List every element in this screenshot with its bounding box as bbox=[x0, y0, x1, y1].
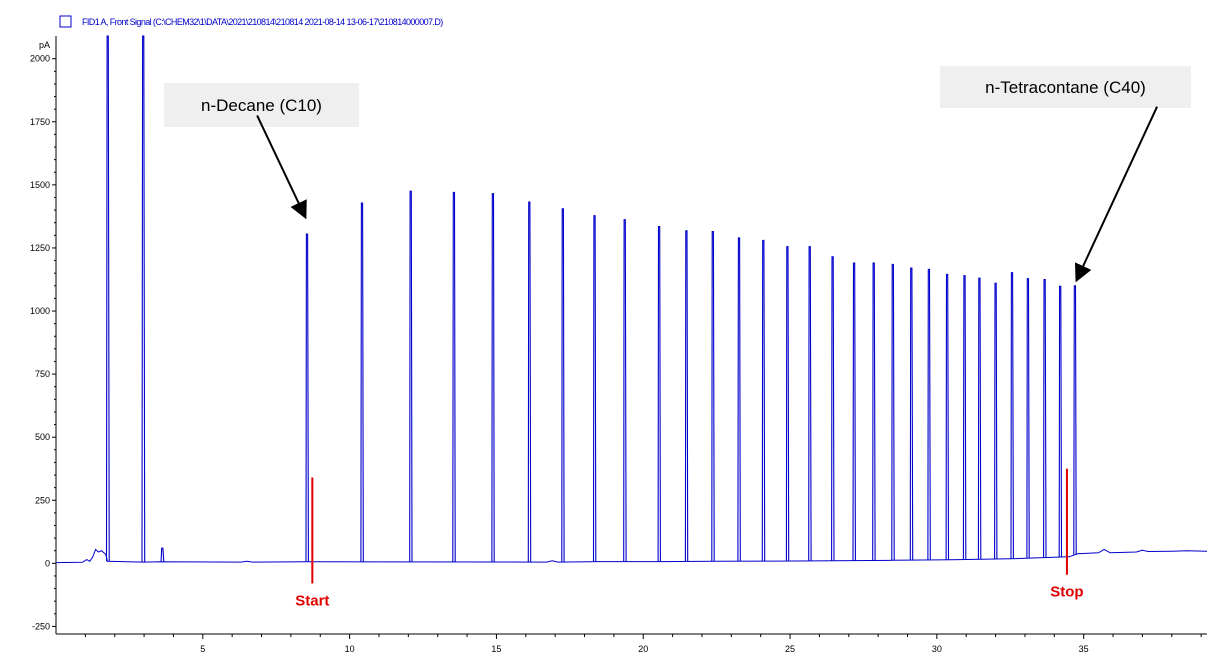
y-tick-label: 1750 bbox=[30, 117, 50, 127]
x-tick-label: 35 bbox=[1079, 644, 1089, 653]
alkane-peak-c22 bbox=[737, 237, 741, 562]
x-tick-label: 10 bbox=[345, 644, 355, 653]
decane-callout-box bbox=[164, 83, 359, 127]
y-tick-label: 1500 bbox=[30, 180, 50, 190]
y-tick-label: 0 bbox=[45, 558, 50, 568]
alkane-peak-c40 bbox=[1073, 285, 1077, 555]
x-tick-label: 15 bbox=[491, 644, 501, 653]
alkane-peak-c21 bbox=[711, 230, 715, 562]
alkane-peak-c33 bbox=[962, 275, 967, 560]
alkane-peak-c26 bbox=[831, 256, 835, 561]
alkane-peak-c17 bbox=[592, 215, 597, 562]
alkane-peak-c36 bbox=[1010, 272, 1014, 559]
alkane-peak-c18 bbox=[623, 219, 627, 562]
y-tick-label: 1000 bbox=[30, 306, 50, 316]
alkane-peak-c24 bbox=[785, 246, 790, 562]
y-tick-label: 500 bbox=[35, 432, 50, 442]
alkane-peak-c12 bbox=[409, 190, 413, 562]
tetracontane-callout-box bbox=[940, 66, 1191, 108]
axes: -250 0 250 500 750 1000 1250 1500 1750 2000 5 10 15 2… bbox=[30, 36, 1207, 653]
alkane-peak-c11 bbox=[360, 202, 364, 562]
y-tick-label: 2000 bbox=[30, 54, 50, 64]
y-tick-label: 750 bbox=[35, 369, 50, 379]
alkane-peak-c13 bbox=[452, 191, 456, 563]
legend: FID1 A, Front Signal (C:\CHEM32\1\DATA\2… bbox=[59, 15, 444, 28]
alkane-peak-c31 bbox=[927, 268, 931, 561]
tetracontane-callout-label: n-Tetracontane (C40) bbox=[985, 78, 1146, 97]
alkane-peak-c15 bbox=[527, 201, 532, 563]
alkane-peak-c16 bbox=[561, 208, 565, 563]
x-tick-label: 25 bbox=[785, 644, 795, 653]
solvent-peak bbox=[105, 35, 110, 562]
alkane-peak-c14 bbox=[491, 193, 495, 563]
tetracontane-callout-arrow bbox=[1074, 106, 1158, 283]
legend-swatch bbox=[59, 15, 72, 28]
signal-trace bbox=[56, 35, 1207, 564]
solvent-peak bbox=[141, 35, 146, 563]
alkane-peak-c35 bbox=[994, 282, 998, 560]
alkane-peak-c19 bbox=[657, 225, 661, 562]
y-tick-label: -250 bbox=[32, 621, 50, 631]
alkane-peak-c28 bbox=[872, 262, 876, 561]
start-stop-markers: Start Stop bbox=[295, 468, 1084, 610]
alkane-peak-c10 bbox=[305, 233, 309, 562]
alkane-peak-c39 bbox=[1058, 285, 1063, 558]
alkane-peak-c25 bbox=[808, 246, 812, 561]
x-tick-label: 30 bbox=[932, 644, 942, 653]
alkane-peak-c38 bbox=[1043, 278, 1047, 558]
baseline-trace bbox=[56, 548, 1207, 564]
alkane-peak-c23 bbox=[761, 239, 766, 562]
alkane-peak-c20 bbox=[684, 230, 689, 562]
alkane-peak-c37 bbox=[1026, 278, 1030, 559]
solvent-peak bbox=[160, 547, 165, 562]
decane-callout-arrow bbox=[256, 115, 307, 220]
decane-callout-label: n-Decane (C10) bbox=[201, 96, 322, 115]
y-tick-label: 250 bbox=[35, 495, 50, 505]
alkane-peak-c30 bbox=[909, 267, 914, 561]
alkane-peak-c27 bbox=[852, 262, 856, 561]
y-axis-unit-label: pA bbox=[39, 40, 50, 50]
alkane-peak-c29 bbox=[891, 263, 895, 561]
x-tick-label: 20 bbox=[638, 644, 648, 653]
alkane-peak-c32 bbox=[945, 273, 950, 560]
x-tick-label: 5 bbox=[200, 644, 205, 653]
legend-label: FID1 A, Front Signal (C:\CHEM32\1\DATA\2… bbox=[82, 17, 443, 27]
stop-marker-label: Stop bbox=[1050, 584, 1083, 601]
callouts: n-Decane (C10) n-Tetracontane (C40) bbox=[164, 66, 1191, 283]
y-tick-label: 1250 bbox=[30, 243, 50, 253]
start-marker-label: Start bbox=[295, 593, 329, 610]
alkane-peak-c34 bbox=[977, 277, 982, 560]
